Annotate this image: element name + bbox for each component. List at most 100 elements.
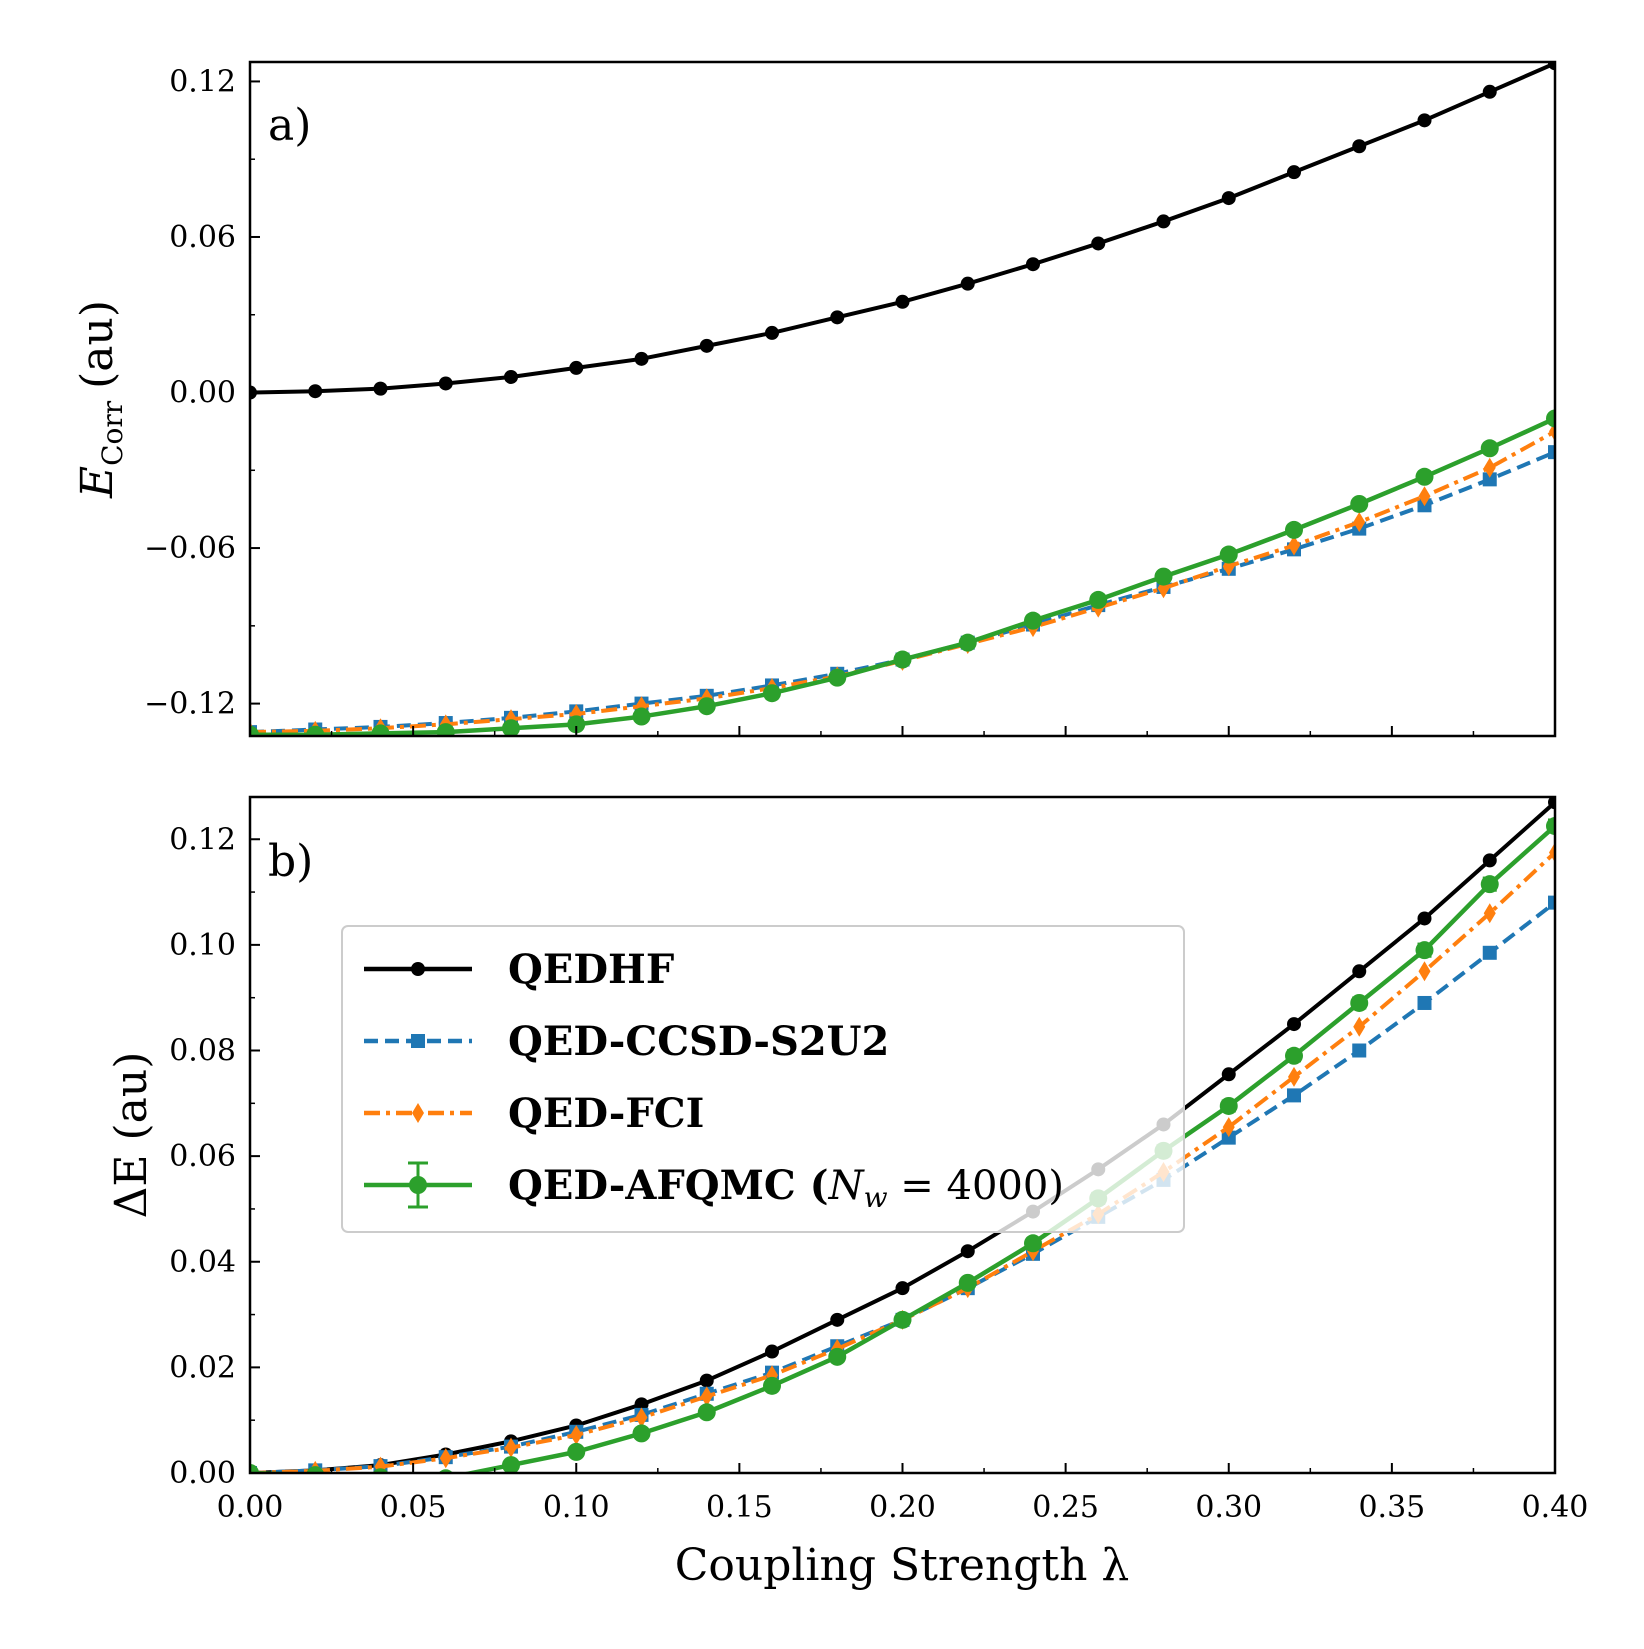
- legend-entry-qed-afqmc: QED-AFQMC (Nw = 4000): [364, 1161, 1064, 1214]
- b-series-qed-ccsd-s2u2-point: [1482, 945, 1497, 960]
- b-series-qedhf-point: [1482, 853, 1497, 868]
- legend-label-math: N: [828, 1163, 866, 1209]
- a-series-qedhf-point: [1417, 113, 1432, 128]
- a-series-qed-ccsd-s2u2-point: [1548, 445, 1555, 460]
- b-ytick-label: 0.08: [169, 1034, 236, 1069]
- b-series-qed-afqmc-n-w-4000-point: [250, 1464, 259, 1473]
- legend-marker: [412, 1103, 424, 1123]
- a-series-qedhf-point: [895, 294, 910, 309]
- b-ytick-label: 0.10: [169, 928, 236, 963]
- legend-label-text: QED-FCI: [508, 1090, 704, 1137]
- b-series-qed-afqmc-n-w-4000-point: [306, 1466, 324, 1473]
- a-series-qed-afqmc-n-w-4000-point: [1415, 467, 1434, 486]
- a-series-qedhf-point: [765, 325, 779, 340]
- legend: QEDHF QED-CCSD-S2U2 QED-FCI QED-AFQMC (Nw =…: [341, 925, 1185, 1233]
- panel-a: −0.12 −0.06 0.00 0.06 0.12 a) ECorr (au): [72, 60, 1557, 738]
- legend-label-text: QED-AFQMC (: [508, 1162, 829, 1209]
- b-series-qed-afqmc-n-w-4000-point: [1285, 1046, 1303, 1065]
- b-series-qed-afqmc-n-w-4000-point: [1415, 941, 1434, 960]
- b-series-qed-afqmc-n-w-4000-point: [828, 1347, 847, 1366]
- a-series-qed-afqmc-n-w-4000-point: [306, 725, 325, 736]
- a-series-qedhf-point: [1026, 257, 1040, 272]
- a-series-qed-afqmc-n-w-4000-point: [502, 719, 520, 736]
- b-series-qedhf-point: [960, 1244, 975, 1259]
- b-xtick-label: 0.05: [380, 1490, 447, 1525]
- b-series-qed-ccsd-s2u2-point: [1548, 895, 1555, 910]
- a-series-group: [250, 62, 1555, 736]
- b-series-qedhf-point: [765, 1344, 779, 1359]
- b-series-qed-ccsd-s2u2-point: [1417, 995, 1432, 1010]
- b-series-qed-afqmc-n-w-4000-point: [1546, 817, 1555, 836]
- a-series-qedhf-point: [1156, 214, 1171, 229]
- a-series-qed-afqmc-n-w-4000-point: [1350, 494, 1369, 513]
- a-series-qed-afqmc-n-w-4000-point: [632, 707, 651, 726]
- panel-a-ylabel: ECorr (au): [72, 300, 129, 499]
- a-series-qedhf-point: [373, 381, 388, 396]
- svg-text:ECorr(au): ECorr (au): [72, 300, 129, 499]
- a-series-qed-afqmc-n-w-4000-point: [1285, 520, 1303, 539]
- a-series-qed-fci: [250, 421, 1555, 736]
- panel-b-label: b): [268, 836, 313, 887]
- b-ytick-label: 0.04: [169, 1245, 236, 1280]
- b-series-qed-ccsd-s2u2-point: [1287, 1088, 1301, 1103]
- b-series-qed-afqmc-n-w-4000-point: [1219, 1096, 1238, 1115]
- b-series-qed-afqmc-n-w-4000-point: [958, 1273, 977, 1292]
- a-series-qed-afqmc-n-w-4000-line: [250, 416, 1555, 736]
- b-series-qedhf-point: [1352, 964, 1367, 979]
- b-ytick-label: 0.02: [169, 1350, 236, 1385]
- a-series-qed-afqmc-n-w-4000-point: [250, 725, 259, 736]
- b-series-qed-fci-point: [1353, 1016, 1366, 1037]
- panel-a-label: a): [268, 100, 311, 151]
- b-xtick-label: 0.20: [869, 1490, 936, 1525]
- b-xtick-label: 0.10: [543, 1490, 610, 1525]
- panel-a-ylabel-sub: Corr: [96, 400, 129, 466]
- b-ytick-label: 0.12: [169, 822, 236, 857]
- b-series-qedhf-point: [699, 1373, 714, 1388]
- panel-a-ylabel-suffix: (au): [72, 300, 123, 389]
- a-series-qedhf-point: [960, 276, 975, 291]
- b-series-qed-afqmc-n-w-4000-point: [372, 1468, 389, 1473]
- a-ytick-label: 0.12: [169, 64, 236, 99]
- a-series-qed-afqmc-n-w-4000-point: [567, 715, 586, 734]
- b-series-qed-fci-point: [505, 1437, 517, 1458]
- b-series-qed-afqmc-n-w-4000-point: [893, 1310, 912, 1329]
- a-series-qed-afqmc-n-w-4000-point: [436, 723, 455, 736]
- a-series-qed-afqmc-n-w-4000-point: [1480, 439, 1499, 458]
- a-series-qed-afqmc-n-w-4000-point: [1024, 611, 1042, 630]
- b-series-qed-afqmc-n-w-4000-point: [697, 1403, 716, 1422]
- legend-label: QED-FCI: [508, 1090, 704, 1137]
- a-series-qedhf-point: [830, 310, 845, 325]
- b-series-qed-afqmc-n-w-4000-point: [763, 1376, 781, 1395]
- a-series-qed-afqmc-n-w-4000-point: [958, 633, 977, 652]
- a-ytick-label: 0.06: [169, 220, 236, 255]
- b-series-qedhf-point: [1548, 797, 1555, 810]
- b-xtick-label: 0.15: [706, 1490, 773, 1525]
- a-series-qed-afqmc-n-w-4000-point: [893, 650, 912, 669]
- b-xtick-label: 0.30: [1195, 1490, 1262, 1525]
- b-series-qedhf-point: [1417, 911, 1432, 926]
- legend-entry-qedhf: QEDHF: [364, 946, 674, 993]
- b-series-qed-afqmc-n-w-4000-point: [567, 1442, 586, 1461]
- a-series-qed-afqmc-n-w-4000-point: [1546, 409, 1555, 428]
- a-series-qedhf-point: [1352, 139, 1367, 154]
- a-series-qedhf-point: [699, 338, 714, 353]
- legend-label: QEDHF: [508, 946, 674, 993]
- legend-marker: [411, 1034, 425, 1048]
- b-ytick-label: 0.00: [169, 1456, 236, 1491]
- a-series-qed-afqmc-n-w-4000-point: [1089, 590, 1108, 609]
- a-ytick-label: −0.12: [144, 687, 236, 722]
- a-series-qedhf-point: [438, 376, 453, 391]
- b-series-qed-fci-point: [570, 1424, 583, 1445]
- panel-b-ylabel: ΔE (au): [106, 1052, 157, 1219]
- a-series-qed-ccsd-s2u2: [250, 445, 1555, 736]
- b-series-qed-fci-point: [700, 1386, 713, 1407]
- b-series-qed-ccsd-s2u2-point: [1221, 1130, 1236, 1145]
- legend-box: [341, 925, 1185, 1233]
- a-series-qed-afqmc-n-w-4000-point: [763, 684, 781, 703]
- legend-entry-qed-fci: QED-FCI: [364, 1090, 704, 1137]
- legend-label-text: QEDHF: [508, 946, 674, 993]
- a-series-qedhf-line: [250, 62, 1555, 395]
- a-series-qedhf-point: [1482, 84, 1497, 99]
